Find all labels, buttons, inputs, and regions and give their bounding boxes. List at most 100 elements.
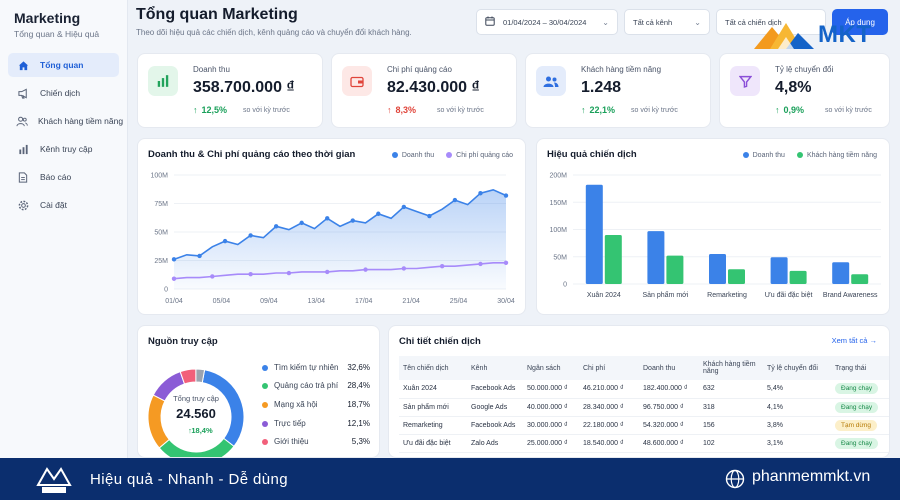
- document-icon: [16, 171, 30, 183]
- table-row[interactable]: Ưu đãi đặc biệt Zalo Ads 25.000.000 ₫ 18…: [399, 434, 889, 453]
- revenue-point[interactable]: [325, 216, 330, 221]
- cell-leads: 156: [699, 416, 763, 435]
- revenue-point[interactable]: [478, 191, 483, 196]
- panel-title: Nguồn truy cập: [148, 336, 218, 347]
- column-header[interactable]: Tên chiến dịch: [399, 356, 467, 380]
- revenue-point[interactable]: [376, 211, 381, 216]
- kpi-delta: ↑ 12,5%: [193, 105, 227, 115]
- table-row[interactable]: Xuân 2024 Facebook Ads 50.000.000 ₫ 46.2…: [399, 380, 889, 399]
- ad-cost-point[interactable]: [363, 267, 368, 272]
- legend-item-leads: Khách hàng tiềm năng: [796, 152, 877, 159]
- cell-budget: 30.000.000 ₫: [523, 416, 579, 435]
- kpi-value: 82.430.000 ₫: [387, 79, 480, 96]
- kpi-note: so với kỳ trước: [243, 107, 290, 114]
- bar-leads[interactable]: [666, 255, 684, 284]
- sidebar-item-channels[interactable]: Kênh truy cập: [8, 137, 119, 161]
- view-all-link[interactable]: Xem tất cả →: [831, 336, 877, 345]
- sidebar-item-overview[interactable]: Tổng quan: [8, 53, 119, 77]
- users-icon: [16, 116, 28, 127]
- column-header[interactable]: Khách hàng tiềm năng: [699, 356, 763, 380]
- cell-name: Xuân 2024: [399, 380, 467, 399]
- cell-cost: 22.180.000 ₫: [579, 416, 639, 435]
- sidebar-item-label: Khách hàng tiềm năng: [38, 116, 124, 126]
- bar-revenue[interactable]: [832, 262, 850, 284]
- donut-slice[interactable]: [158, 437, 235, 458]
- column-header[interactable]: Tỷ lệ chuyển đổi: [763, 356, 831, 380]
- sidebar-item-campaigns[interactable]: Chiến dịch: [8, 81, 119, 105]
- column-header[interactable]: Doanh thu: [639, 356, 699, 380]
- y-tick-label: 50M: [553, 254, 567, 261]
- cell-rate: 4,1%: [763, 398, 831, 417]
- cell-leads: 102: [699, 434, 763, 453]
- revenue-point[interactable]: [197, 253, 202, 259]
- channel-select[interactable]: Tất cả kênh ⌄: [624, 9, 710, 35]
- apply-button[interactable]: Áp dụng: [832, 9, 888, 35]
- table-row[interactable]: Remarketing Facebook Ads 30.000.000 ₫ 22…: [399, 416, 889, 435]
- table-row[interactable]: Sản phẩm mới Google Ads 40.000.000 ₫ 28.…: [399, 398, 889, 417]
- y-tick-label: 200M: [549, 173, 567, 180]
- revenue-point[interactable]: [171, 257, 177, 262]
- revenue-point[interactable]: [452, 197, 458, 203]
- donut-slice[interactable]: [147, 394, 170, 449]
- source-label: Giới thiệu: [274, 437, 309, 446]
- ad-cost-point[interactable]: [248, 271, 253, 277]
- sidebar-item-leads[interactable]: Khách hàng tiềm năng: [8, 109, 123, 133]
- sidebar-item-label: Cài đặt: [40, 200, 67, 210]
- ad-cost-point[interactable]: [503, 260, 509, 265]
- donut-center-value: 24.560: [176, 406, 216, 421]
- column-header[interactable]: Kênh: [467, 356, 523, 380]
- status-badge: Đang chạy: [835, 437, 879, 449]
- bar-leads[interactable]: [851, 274, 869, 284]
- revenue-point[interactable]: [299, 220, 304, 226]
- cell-revenue: 48.600.000 ₫: [639, 434, 699, 453]
- bar-chart-icon: [16, 144, 30, 155]
- footer-website[interactable]: phanmemmkt.vn: [752, 468, 871, 485]
- page-subtitle: Theo dõi hiệu quả các chiến dịch, kênh q…: [136, 28, 412, 37]
- cell-status: Đang chạy: [831, 398, 889, 417]
- legend-item-revenue: Doanh thu: [742, 152, 785, 159]
- revenue-point[interactable]: [401, 204, 407, 210]
- bar-revenue[interactable]: [647, 231, 665, 284]
- header: Tổng quan Marketing Theo dõi hiệu quả cá…: [136, 6, 892, 46]
- column-header[interactable]: Chi phí: [579, 356, 639, 380]
- revenue-point[interactable]: [248, 233, 253, 238]
- cell-cost: 28.340.000 ₫: [579, 398, 639, 417]
- bar-revenue[interactable]: [770, 257, 788, 284]
- column-header[interactable]: Ngân sách: [523, 356, 579, 380]
- bar-revenue[interactable]: [709, 254, 726, 284]
- line-chart: 0 25M 50M 75M 100M 01/04 05/04 09/04 13/04 17/04…: [150, 173, 514, 306]
- ad-cost-point[interactable]: [286, 270, 292, 276]
- column-header[interactable]: Trạng thái: [831, 356, 889, 380]
- arrow-up-icon: ↑: [387, 105, 392, 115]
- donut-slice[interactable]: [195, 368, 206, 384]
- gear-icon: [16, 200, 30, 211]
- ad-cost-point[interactable]: [439, 264, 445, 269]
- ad-cost-point[interactable]: [210, 274, 215, 279]
- chart-legend: Doanh thu Chi phí quảng cáo: [391, 152, 513, 159]
- kpi-delta-value: 22,1%: [589, 105, 616, 115]
- revenue-point[interactable]: [427, 213, 432, 219]
- bar-revenue[interactable]: [585, 184, 603, 284]
- sidebar-item-settings[interactable]: Cài đặt: [8, 193, 119, 217]
- ad-cost-point[interactable]: [401, 266, 407, 271]
- cell-revenue: 54.320.000 ₫: [639, 416, 699, 435]
- kpi-label: Chi phí quảng cáo: [387, 65, 452, 74]
- revenue-point[interactable]: [222, 238, 228, 244]
- bar-leads[interactable]: [728, 269, 745, 284]
- revenue-point[interactable]: [503, 193, 509, 198]
- bar-leads[interactable]: [789, 270, 807, 284]
- cell-status: Đang chạy: [831, 380, 889, 399]
- ad-cost-point[interactable]: [325, 269, 330, 275]
- date-range-picker[interactable]: 01/04/2024 – 30/04/2024 ⌄: [476, 9, 618, 35]
- ad-cost-point[interactable]: [478, 261, 483, 267]
- arrow-up-icon: ↑: [581, 105, 586, 115]
- y-tick-label: 25M: [154, 258, 168, 265]
- revenue-point[interactable]: [350, 218, 355, 223]
- sidebar-item-label: Báo cáo: [40, 172, 72, 182]
- ad-cost-point[interactable]: [171, 276, 177, 281]
- bar-leads[interactable]: [604, 234, 622, 284]
- legend-item-revenue: Doanh thu: [391, 152, 434, 159]
- revenue-point[interactable]: [273, 224, 279, 229]
- sidebar-item-reports[interactable]: Báo cáo: [8, 165, 119, 189]
- source-value: 32,6%: [347, 363, 370, 372]
